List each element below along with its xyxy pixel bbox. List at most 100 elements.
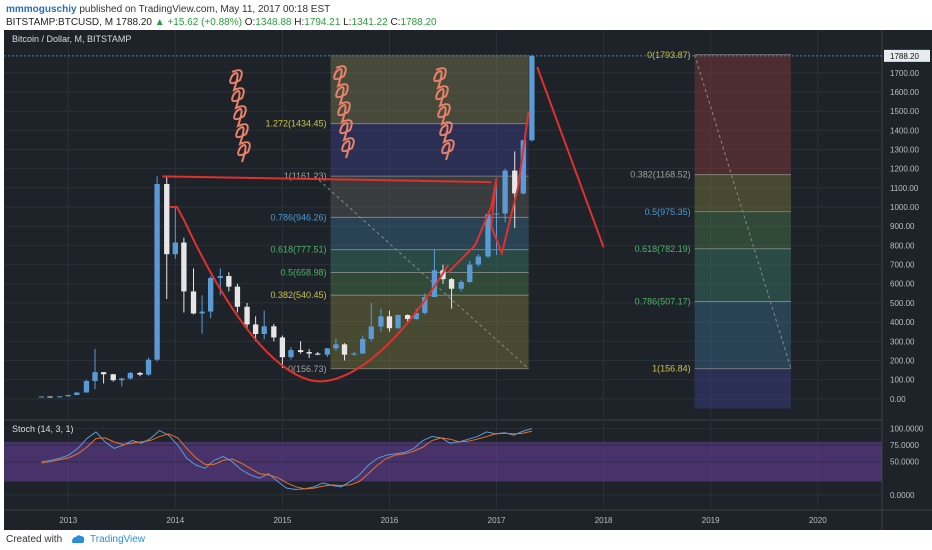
fib-zone [330, 249, 529, 273]
candle-body [502, 170, 508, 214]
candle-body [378, 316, 384, 327]
x-tick-label: 2018 [595, 516, 613, 525]
candle-body [351, 353, 357, 355]
candle-body [226, 276, 232, 287]
y-tick-label: 800.00 [890, 241, 915, 250]
candle-body [145, 359, 152, 375]
candle-body [360, 338, 366, 354]
created-with-text: Created with [6, 534, 63, 545]
stoch-y-tick-label: 0.0000 [890, 491, 915, 500]
candle-body [74, 392, 80, 395]
candle-body [92, 372, 98, 381]
annotation-scribble [433, 67, 455, 161]
fib-level-label: 1.272(1434.45) [266, 119, 327, 129]
candle-body [368, 326, 374, 339]
y-tick-label: 1400.00 [890, 126, 919, 135]
chart-title: Bitcoin / Dollar, M, BITSTAMP [12, 34, 131, 44]
candle-body [38, 396, 45, 398]
x-tick-label: 2019 [702, 516, 720, 525]
fib-level-label: 0.5(975.35) [645, 207, 691, 217]
last-price-label: 1788.20 [890, 52, 919, 61]
handle-curve [447, 110, 530, 273]
candle-body [333, 344, 339, 349]
fib-zone [694, 368, 791, 409]
candle-body [493, 213, 500, 215]
author-name[interactable]: mmmoguschiy [6, 4, 77, 15]
fib-level-label: 0.786(946.26) [271, 212, 327, 222]
x-tick-label: 2020 [809, 516, 827, 525]
close-value: 1788.20 [400, 17, 437, 28]
candle-body [315, 353, 321, 355]
fib-level-label: 1(156.84) [652, 364, 691, 374]
y-tick-label: 1200.00 [890, 165, 919, 174]
candle-body [448, 279, 455, 289]
fib-level-label: 0.618(777.51) [271, 245, 327, 255]
y-tick-label: 900.00 [890, 222, 915, 231]
y-tick-label: 1300.00 [890, 145, 919, 154]
candle-body [458, 282, 464, 289]
candle-body [83, 380, 90, 393]
y-tick-label: 1500.00 [890, 107, 919, 116]
fib-zone [694, 248, 791, 302]
symbol: BITSTAMP:BTCUSD, M [6, 17, 114, 28]
fib-level-label: 0(1793.87) [647, 50, 691, 60]
y-tick-label: 200.00 [890, 356, 915, 365]
fib-zone [694, 301, 791, 369]
candle-body [252, 324, 259, 334]
tradingview-link[interactable]: TradingView [90, 534, 146, 545]
candle-body [47, 396, 53, 398]
fib-zone [694, 54, 791, 175]
candle-body [520, 140, 526, 194]
fib-zone [330, 272, 529, 296]
candle-body [217, 276, 223, 278]
x-tick-label: 2016 [381, 516, 399, 525]
candle-body [288, 350, 294, 358]
candle-body [127, 372, 134, 379]
candle-body [207, 277, 214, 312]
footer: Created with TradingView [0, 530, 932, 550]
candle-body [324, 348, 331, 355]
fib-level-label: 0.382(540.45) [271, 290, 327, 300]
candle-body [199, 311, 205, 314]
candle-body [181, 242, 187, 292]
quote-line: BITSTAMP:BTCUSD, M 1788.20 ▲ +15.62 (+0.… [6, 17, 437, 28]
stoch-k-line [41, 428, 533, 490]
candle-body [164, 184, 170, 255]
candle-body [395, 315, 401, 329]
fib-zone [694, 174, 791, 212]
stoch-y-tick-label: 50.0000 [890, 458, 919, 467]
candle-body [261, 326, 267, 334]
fib-trend-line [694, 54, 792, 369]
candle-body [110, 374, 116, 381]
y-tick-label: 100.00 [890, 376, 915, 385]
fib-zone [330, 54, 529, 124]
candle-body [279, 337, 286, 358]
candle-body [119, 378, 125, 381]
candle-body [137, 372, 143, 375]
candle-body [271, 326, 277, 338]
y-tick-label: 1100.00 [890, 184, 919, 193]
low-value: 1341.22 [351, 17, 388, 28]
candle-body [100, 372, 107, 375]
candle-body [244, 306, 250, 325]
stoch-title: Stoch (14, 3, 1) [12, 424, 74, 434]
candle-body [529, 55, 535, 141]
fib-level-label: 0.382(1168.52) [630, 170, 690, 180]
published-text: published on TradingView.com, May 11, 20… [79, 4, 331, 15]
candle-body [65, 394, 71, 397]
fib-zone [330, 176, 529, 218]
high-value: 1794.21 [304, 17, 341, 28]
y-tick-label: 700.00 [890, 261, 915, 270]
candle-body [512, 170, 518, 194]
y-tick-label: 0.00 [890, 395, 906, 404]
candle-body [172, 242, 178, 255]
stoch-y-tick-label: 100.0000 [890, 425, 924, 434]
x-tick-label: 2014 [166, 516, 184, 525]
close-key: C: [390, 17, 401, 28]
candle-body [422, 296, 428, 313]
projection-line [536, 66, 605, 248]
y-tick-label: 400.00 [890, 318, 915, 327]
fib-zone [330, 217, 529, 250]
price-chart[interactable]: 0.00 100.00 200.00 300.00 400.00 500.00 600.00… [4, 30, 932, 530]
fib-zone [330, 295, 529, 369]
